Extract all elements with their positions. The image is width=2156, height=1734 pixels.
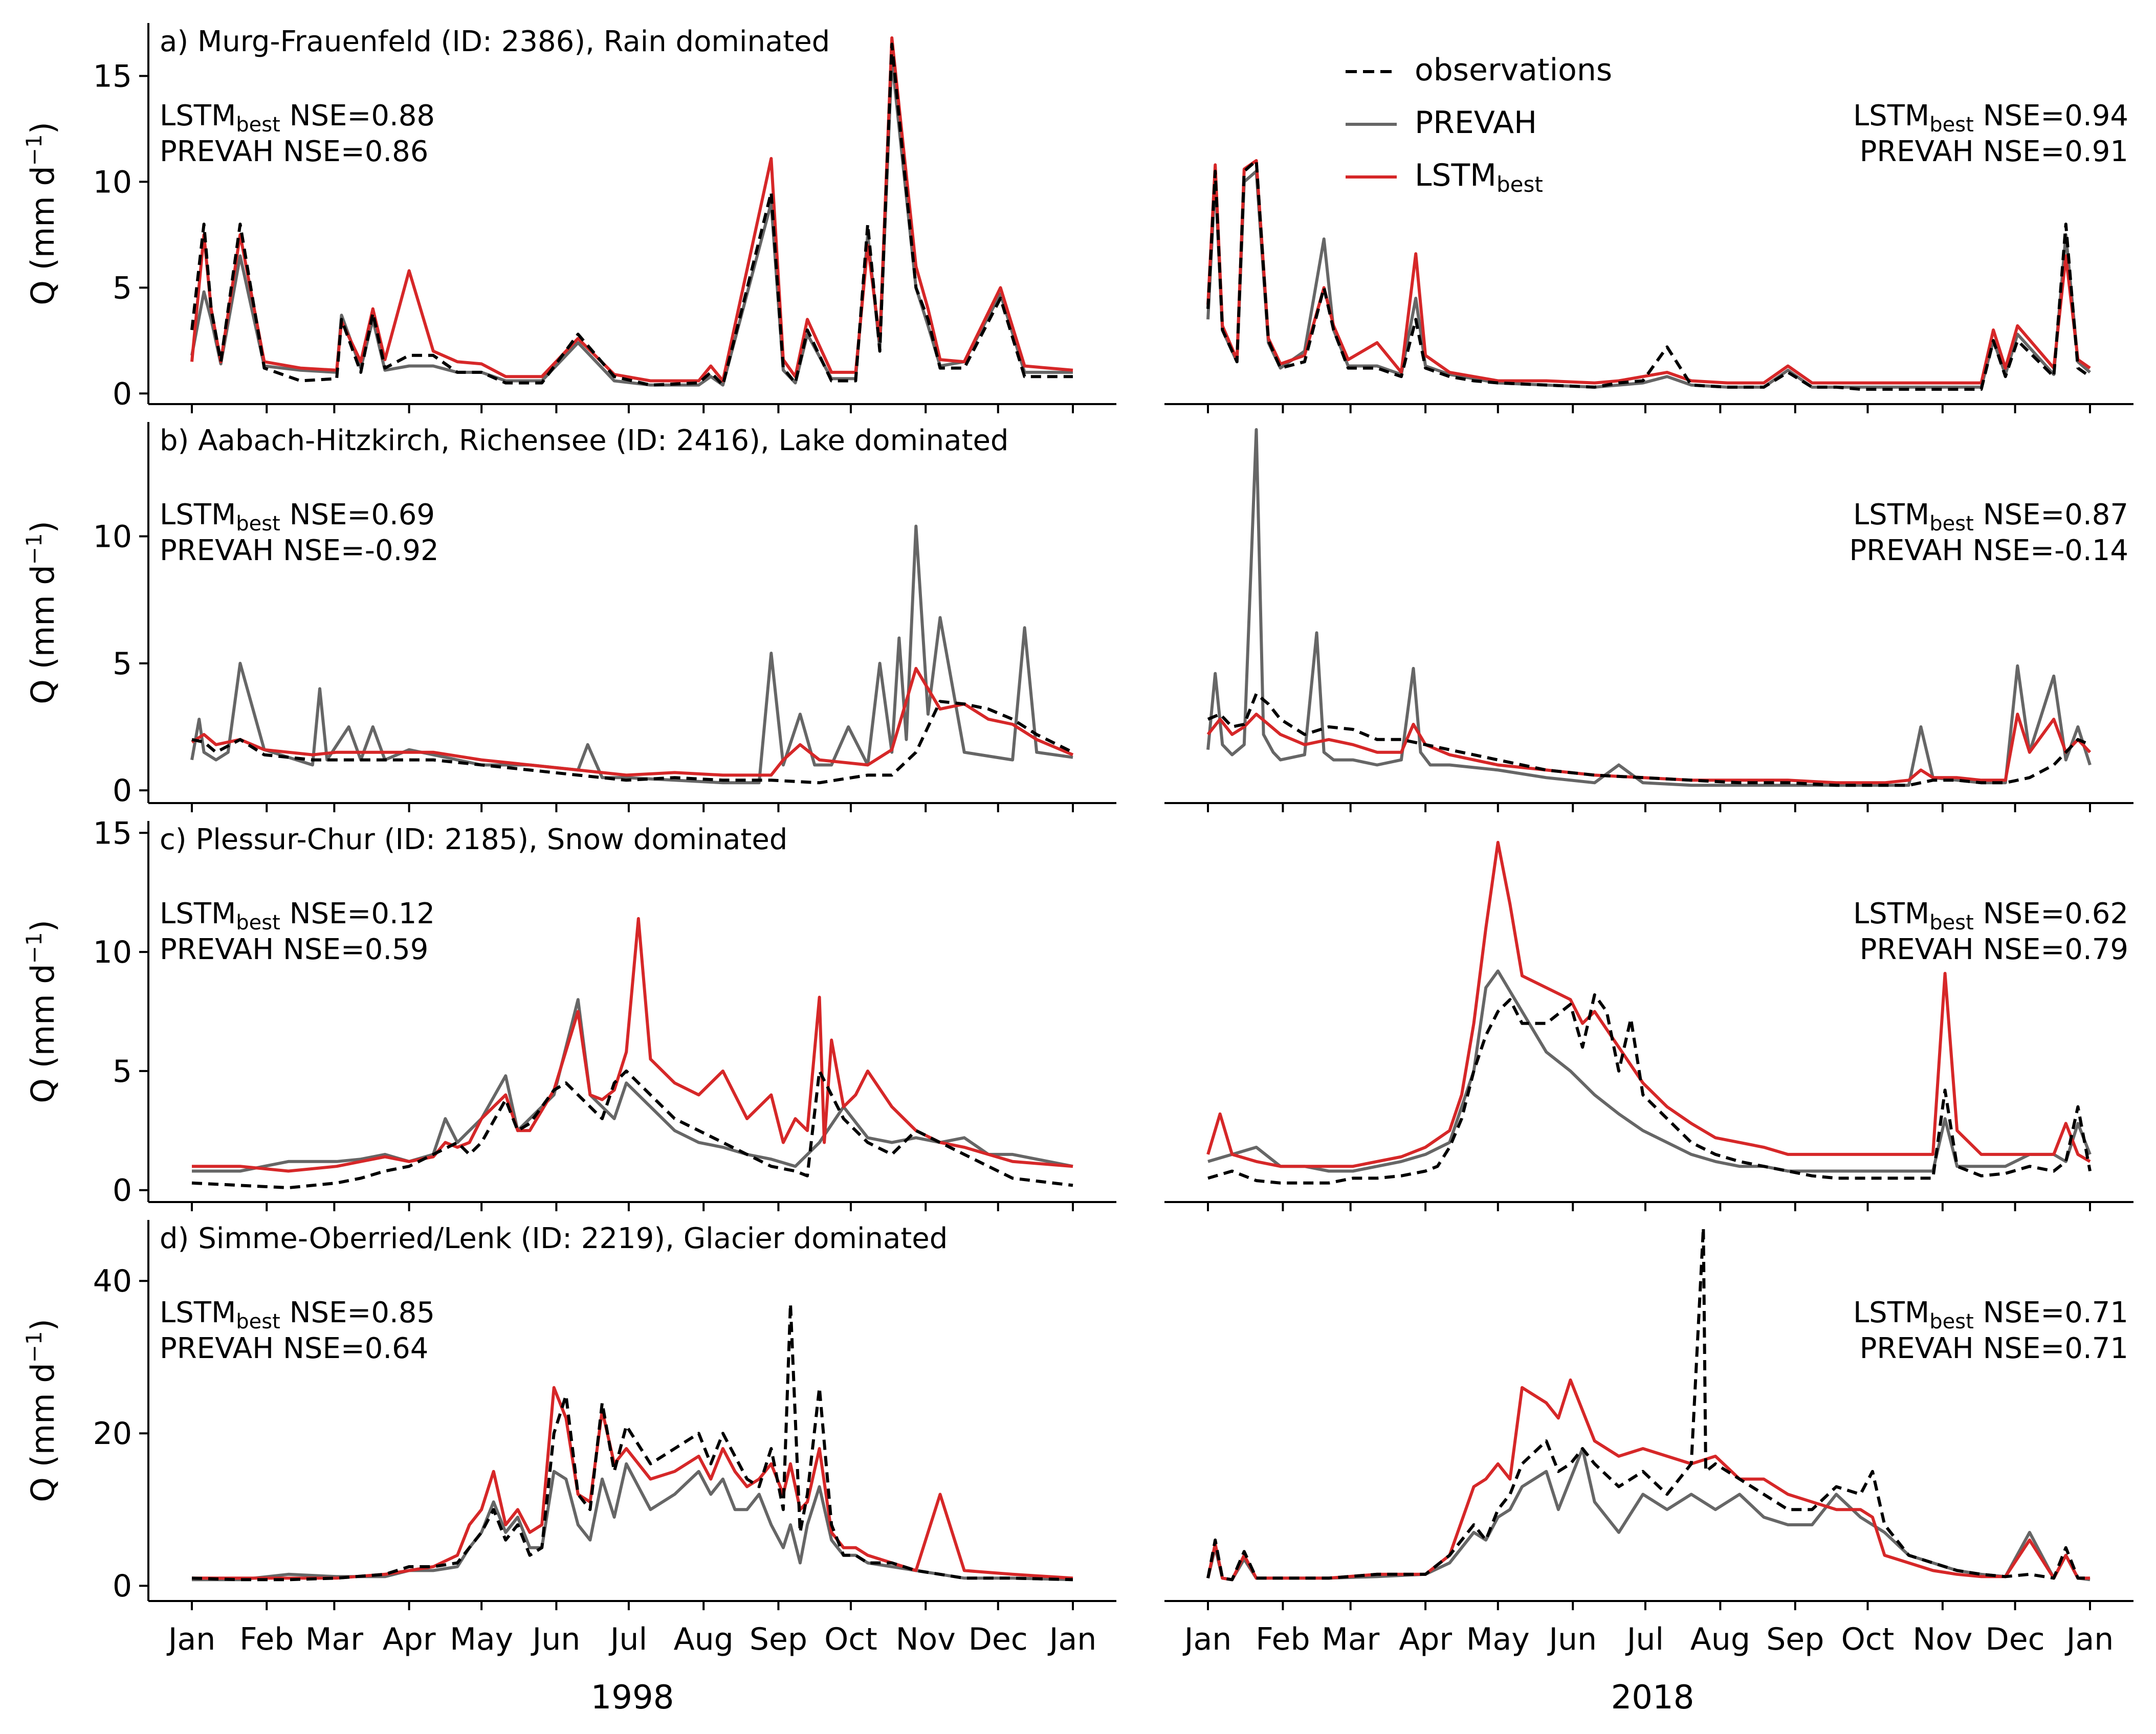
metric-lstm-nse: LSTMbest NSE=0.85 [160,1296,435,1333]
panels: 0 5 10 15 Q (mm d−1) a) Murg-Frauenfeld (ID: … [21,23,2133,1657]
series-line-observations [1206,159,2091,391]
x-tick-label: Oct [1841,1621,1895,1657]
x-tick-label: Dec [969,1621,1028,1657]
y-tick-label: 15 [93,815,132,851]
y-tick-label: 0 [113,1173,132,1209]
x-tick-label: Sep [1766,1621,1824,1657]
y-tick-label: 5 [113,1054,132,1090]
year-label-left: 1998 [591,1679,674,1717]
y-tick-label: 40 [93,1263,132,1299]
series-line-observations [1206,1226,2090,1582]
y-tick-label: 0 [113,1568,132,1604]
x-tick-label: Jan [2064,1621,2114,1657]
panel-title: b) Aabach-Hitzkirch, Richensee (ID: 2416… [160,424,1008,457]
x-tick-label: May [1466,1621,1530,1657]
series-line-lstm [1206,159,2091,385]
series-line-observations [191,700,1074,785]
series-line-observations [191,1069,1073,1190]
series-line-prevah [1207,969,2092,1173]
legend-label-lstm: LSTMbest [1415,158,1543,197]
y-axis-label: Q (mm d−1) [21,920,61,1103]
x-tick-label: May [450,1621,513,1657]
x-tick-label: Sep [750,1621,807,1657]
x-tick-label: Oct [824,1621,877,1657]
series-line-observations [1207,692,2091,787]
metric-lstm-nse: LSTMbest NSE=0.12 [160,897,435,935]
x-tick-label: Apr [383,1621,436,1657]
x-tick-label: Jul [1625,1621,1664,1657]
series-line-lstm [1206,1378,2090,1582]
y-tick-label: 5 [113,646,132,682]
y-axis-label: Q (mm d−1) [21,521,61,704]
metric-prevah-nse: PREVAH NSE=0.79 [1860,933,2128,966]
x-tick-label: Dec [1986,1621,2045,1657]
x-tick-label: Feb [239,1621,294,1657]
x-tick-label: Aug [674,1621,734,1657]
y-tick-label: 10 [93,935,132,970]
panel-title: a) Murg-Frauenfeld (ID: 2386), Rain domi… [160,25,830,58]
x-tick-label: Feb [1256,1621,1310,1657]
panel-a-1998: 0 5 10 15 Q (mm d−1) a) Murg-Frauenfeld (ID: … [21,23,1116,413]
panel-title: c) Plessur-Chur (ID: 2185), Snow dominat… [160,823,787,856]
x-tick-label: Jul [608,1621,647,1657]
x-tick-label: Mar [1322,1621,1380,1657]
y-tick-label: 10 [93,519,132,555]
y-axis-label: Q (mm d−1) [21,122,61,305]
x-tick-label: Aug [1690,1621,1750,1657]
x-tick-label: Jan [166,1621,216,1657]
series-line-lstm [191,666,1074,777]
metric-lstm-nse: LSTMbest NSE=0.94 [1853,99,2128,137]
legend: observations PREVAH LSTMbest [1346,52,1612,197]
metric-prevah-nse: PREVAH NSE=0.86 [160,135,428,168]
metric-lstm-nse: LSTMbest NSE=0.62 [1853,897,2128,935]
metric-prevah-nse: PREVAH NSE=0.71 [1860,1332,2128,1365]
series-line-lstm [192,1386,1073,1580]
y-tick-label: 10 [93,164,132,200]
metric-lstm-nse: LSTMbest NSE=0.69 [160,498,435,536]
x-tick-label: Jan [1182,1621,1232,1657]
panel-title: d) Simme-Oberried/Lenk (ID: 2219), Glaci… [160,1222,948,1255]
series-line-lstm [1206,840,2091,1168]
series-line-prevah [190,524,1073,785]
series-line-lstm [190,36,1073,383]
y-tick-label: 0 [113,773,132,809]
panel-d-1998: Jan Feb Mar Apr May Jun Jul Aug Sep Oct Nov Dec Jan 0… [21,1220,1116,1657]
series-line-observations [1207,993,2092,1185]
x-tick-label: Jun [1547,1621,1597,1657]
panel-c-1998: 0 5 10 15 Q (mm d−1) c) Plessur-Chur (ID: 218… [21,815,1116,1211]
metric-lstm-nse: LSTMbest NSE=0.87 [1853,498,2128,536]
metric-prevah-nse: PREVAH NSE=0.59 [160,933,428,966]
x-tick-label: Nov [896,1621,956,1657]
metric-lstm-nse: LSTMbest NSE=0.88 [160,99,435,137]
x-tick-label: Mar [305,1621,364,1657]
y-axis-label: Q (mm d−1) [21,1319,61,1502]
y-tick-label: 5 [113,270,132,306]
metric-prevah-nse: PREVAH NSE=0.91 [1860,135,2128,168]
x-tick-label: Nov [1912,1621,1972,1657]
metric-prevah-nse: PREVAH NSE=-0.14 [1849,534,2128,567]
year-label-right: 2018 [1611,1679,1695,1717]
legend-label-prevah: PREVAH [1415,105,1537,141]
x-tick-label: Apr [1399,1621,1452,1657]
legend-label-observations: observations [1415,52,1612,88]
metric-lstm-nse: LSTMbest NSE=0.71 [1853,1296,2128,1333]
series-line-observations [191,1302,1073,1582]
y-tick-label: 20 [93,1416,132,1452]
y-tick-label: 0 [113,376,132,412]
y-tick-label: 15 [93,58,132,94]
x-tick-label: Jun [531,1621,581,1657]
metric-prevah-nse: PREVAH NSE=0.64 [160,1332,428,1365]
panel-b-1998: 0 5 10 Q (mm d−1) b) Aabach-Hitzkirch, Riche… [21,422,1116,812]
x-tick-label: Jan [1047,1621,1097,1657]
panel-d-2018: Jan Feb Mar Apr May Jun Jul Aug Sep Oct Nov Dec Jan L… [1164,1226,2133,1657]
metric-prevah-nse: PREVAH NSE=-0.92 [160,534,439,567]
